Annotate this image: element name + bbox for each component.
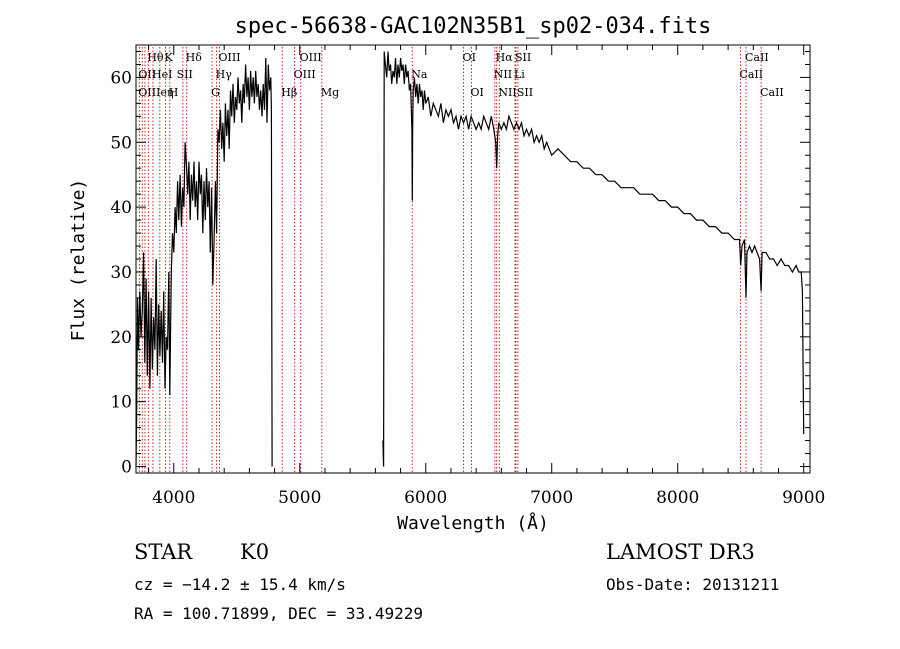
line-label: OI <box>463 51 476 64</box>
line-label: SII <box>515 51 531 64</box>
line-label: Na <box>411 68 428 81</box>
x-tick-label: 8000 <box>656 488 699 508</box>
y-tick-label: 0 <box>121 458 132 478</box>
line-label: Hα <box>496 51 514 64</box>
line-label: K <box>164 51 173 64</box>
y-axis-label: Flux (relative) <box>68 179 89 342</box>
line-label: OIII <box>294 68 316 81</box>
line-label: OIIIeη <box>138 86 173 99</box>
obs-date: Obs-Date: 20131211 <box>606 575 780 594</box>
line-label: OIII <box>300 51 322 64</box>
line-label: SII <box>517 86 533 99</box>
y-tick-label: 60 <box>110 68 132 88</box>
y-tick-label: 10 <box>110 393 132 413</box>
line-label: CaII <box>745 51 769 64</box>
line-label: CaII <box>739 68 763 81</box>
line-label: OI <box>470 86 483 99</box>
y-tick-label: 30 <box>110 263 132 283</box>
line-label: NII <box>498 86 516 99</box>
chart-title: spec-56638-GAC102N35B1_sp02-034.fits <box>235 14 712 39</box>
line-label: Hδ <box>186 51 203 64</box>
line-label: Li <box>514 68 525 81</box>
y-axis: 0 10 20 30 40 50 60 <box>110 50 810 478</box>
x-axis: 4000 5000 6000 7000 8000 9000 <box>148 45 825 508</box>
line-label: SII <box>177 68 193 81</box>
object-class: STAR <box>134 540 193 564</box>
line-label: Hβ <box>281 86 297 99</box>
y-tick-label: 40 <box>110 198 132 218</box>
line-label: NII <box>494 68 512 81</box>
survey-label: LAMOST DR3 <box>606 540 755 564</box>
x-tick-label: 6000 <box>404 488 447 508</box>
x-axis-label: Wavelength (Å) <box>397 512 549 534</box>
x-tick-label: 5000 <box>278 488 321 508</box>
line-label: CaII <box>760 86 784 99</box>
y-tick-label: 50 <box>110 133 132 153</box>
line-label: HeI <box>152 68 172 81</box>
y-tick-label: 20 <box>110 328 132 348</box>
x-tick-label: 4000 <box>152 488 195 508</box>
object-subclass: K0 <box>240 540 270 564</box>
line-label: H <box>169 86 179 99</box>
line-label: G <box>211 86 220 99</box>
spectrum-line <box>135 51 805 467</box>
line-label: OIII <box>219 51 241 64</box>
x-tick-label: 7000 <box>530 488 573 508</box>
coordinates: RA = 100.71899, DEC = 33.49229 <box>134 604 423 623</box>
redshift-text: cz = −14.2 ± 15.4 km/s <box>134 575 346 594</box>
line-label: Hγ <box>216 68 233 81</box>
x-tick-label: 9000 <box>782 488 825 508</box>
line-label: Hθ <box>147 51 164 64</box>
line-label: Mg <box>321 86 339 99</box>
